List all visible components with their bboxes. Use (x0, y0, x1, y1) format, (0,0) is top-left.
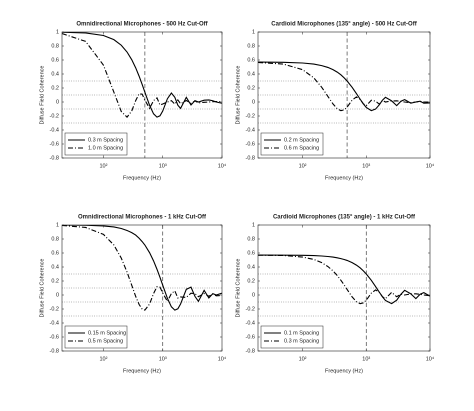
data-line (62, 33, 222, 118)
y-tick-label: 0.2 (51, 278, 59, 284)
legend: 0.2 m Spacing 0.6 m Spacing (260, 132, 324, 156)
y-tick-label: -0.6 (50, 141, 59, 147)
x-tick-label: 10⁴ (218, 162, 227, 169)
axes-frame (257, 31, 431, 159)
x-tick-label: 10⁴ (218, 355, 227, 362)
y-axis-label: Diffuse Field Coherence (39, 66, 45, 125)
data-line (62, 32, 222, 118)
y-tick-label: 0.2 (51, 85, 59, 91)
y-tick-label: 0 (56, 292, 59, 298)
y-tick-label: -0.4 (50, 127, 59, 133)
legend-label: 0.2 m Spacing (284, 137, 319, 143)
x-axis-label: Frequency (Hz) (123, 368, 161, 374)
data-line (258, 61, 430, 112)
y-tick-label: -0.8 (246, 348, 255, 354)
y-axis-label: Diffuse Field Coherence (235, 66, 241, 125)
y-tick-label: 0.6 (247, 57, 255, 63)
y-tick-label: 0.8 (51, 43, 59, 49)
x-axis-label: Frequency (Hz) (325, 175, 363, 181)
legend-label: 0.3 m Spacing (284, 338, 319, 344)
data-line (62, 225, 222, 311)
y-tick-label: 0.8 (247, 236, 255, 242)
y-tick-label: 1 (56, 222, 59, 228)
x-tick-label: 10² (99, 356, 107, 362)
y-tick-label: 0.6 (51, 250, 59, 256)
y-tick-label: -0.4 (246, 320, 255, 326)
legend-label: 0.6 m Spacing (284, 145, 319, 151)
y-tick-label: -0.6 (246, 334, 255, 340)
y-tick-label: -0.2 (50, 306, 59, 312)
y-tick-label: 0.6 (247, 250, 255, 256)
y-tick-label: -0.6 (50, 334, 59, 340)
legend-label: 0.1 m Spacing (284, 330, 319, 336)
y-tick-label: 0.8 (247, 43, 255, 49)
axes-frame (61, 224, 223, 352)
y-tick-label: -0.2 (246, 306, 255, 312)
y-tick-label: 0.4 (247, 71, 255, 77)
legend-box (64, 132, 128, 156)
y-axis-label: Diffuse Field Coherence (235, 259, 241, 318)
data-line (258, 254, 430, 305)
chart-title: Omnidirectional Microphones - 1 kHz Cut-… (78, 215, 207, 221)
x-tick-label: 10⁴ (426, 355, 435, 362)
y-tick-label: 0.2 (247, 85, 255, 91)
legend: 0.3 m Spacing 1.0 m Spacing (64, 132, 128, 156)
chart-title: Cardioid Microphones (135° angle) - 500 … (271, 22, 417, 28)
x-tick-label: 10³ (362, 356, 370, 362)
chart-title: Omnidirectional Microphones - 500 Hz Cut… (76, 22, 208, 28)
y-tick-label: 0 (252, 292, 255, 298)
y-tick-label: 1 (252, 222, 255, 228)
legend-box (260, 132, 324, 156)
legend-box (64, 325, 128, 349)
y-tick-label: 0.4 (51, 71, 59, 77)
y-tick-label: 0.4 (51, 264, 59, 270)
x-tick-label: 10² (99, 163, 107, 169)
chart-title: Cardioid Microphones (135° angle) - 1 kH… (273, 215, 416, 221)
y-tick-label: 0.2 (247, 278, 255, 284)
legend: 0.15 m Spacing 0.5 m Spacing (64, 325, 128, 349)
y-tick-label: -0.8 (50, 155, 59, 161)
y-tick-label: 0.4 (247, 264, 255, 270)
y-tick-label: -0.4 (50, 320, 59, 326)
y-axis-label: Diffuse Field Coherence (39, 259, 45, 318)
y-tick-label: 0.6 (51, 57, 59, 63)
y-tick-label: 0 (56, 99, 59, 105)
y-tick-label: -0.8 (50, 348, 59, 354)
y-tick-label: 0 (252, 99, 255, 105)
legend-box (260, 325, 324, 349)
legend-label: 1.0 m Spacing (88, 145, 123, 151)
x-tick-label: 10² (299, 163, 307, 169)
y-tick-label: -0.6 (246, 141, 255, 147)
legend: 0.1 m Spacing 0.3 m Spacing (260, 325, 324, 349)
legend-label: 0.5 m Spacing (88, 338, 123, 344)
legend-label: 0.3 m Spacing (88, 137, 123, 143)
axes-frame (61, 31, 223, 159)
axes-frame (257, 224, 431, 352)
x-tick-label: 10² (299, 356, 307, 362)
x-axis-label: Frequency (Hz) (325, 368, 363, 374)
data-line (62, 225, 222, 311)
data-line (258, 254, 430, 305)
x-tick-label: 10⁴ (426, 162, 435, 169)
y-tick-label: -0.4 (246, 127, 255, 133)
x-tick-label: 10³ (159, 356, 167, 362)
x-tick-label: 10³ (159, 163, 167, 169)
y-tick-label: 1 (56, 29, 59, 35)
data-line (258, 61, 430, 112)
y-tick-label: 1 (252, 29, 255, 35)
x-axis-label: Frequency (Hz) (123, 175, 161, 181)
y-tick-label: 0.8 (51, 236, 59, 242)
x-tick-label: 10³ (362, 163, 370, 169)
y-tick-label: -0.2 (50, 113, 59, 119)
y-tick-label: -0.8 (246, 155, 255, 161)
y-tick-label: -0.2 (246, 113, 255, 119)
legend-label: 0.15 m Spacing (88, 330, 126, 336)
